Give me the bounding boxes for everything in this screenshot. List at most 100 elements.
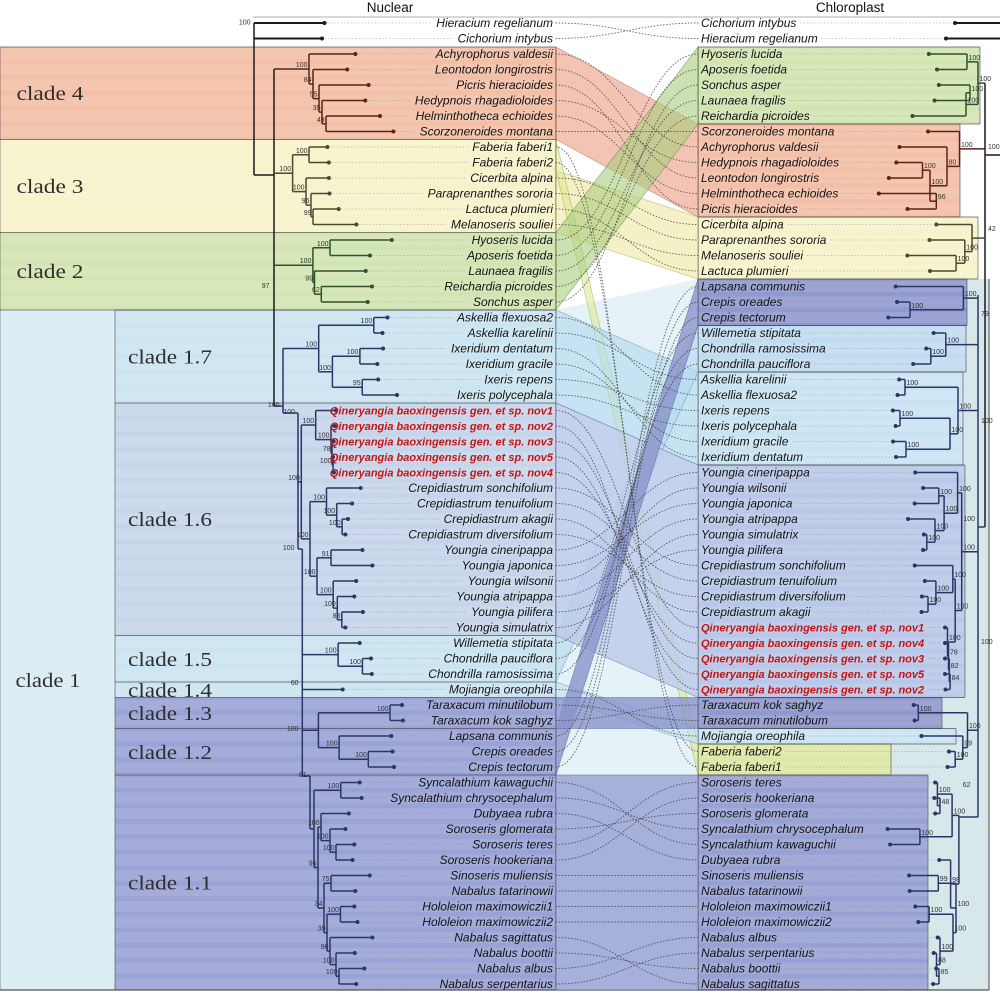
svg-text:Lapsana communis: Lapsana communis [701,280,805,294]
svg-text:Ixeridium dentatum: Ixeridium dentatum [701,450,803,464]
svg-text:100: 100 [972,86,984,93]
svg-text:49: 49 [317,117,325,124]
svg-text:79: 79 [981,311,989,318]
svg-text:Ixeris polycephala: Ixeris polycephala [457,388,553,402]
svg-text:Melanoseris souliei: Melanoseris souliei [701,249,803,263]
svg-text:Leontodon longirostris: Leontodon longirostris [435,63,553,77]
svg-text:100: 100 [958,256,970,263]
svg-text:clade 1.6: clade 1.6 [128,509,212,531]
svg-text:Ixeridium gracile: Ixeridium gracile [701,435,789,449]
svg-text:Qineryangia baoxingensis gen.: Qineryangia baoxingensis gen. et sp. nov… [701,669,925,681]
svg-text:Crepidiastrum sonchifolium: Crepidiastrum sonchifolium [408,481,553,495]
svg-text:Youngia simulatrix: Youngia simulatrix [701,528,799,542]
svg-text:Nabalus albus: Nabalus albus [477,962,553,976]
svg-text:100: 100 [323,958,335,965]
svg-text:100: 100 [902,411,914,418]
svg-text:Hyoseris lucida: Hyoseris lucida [472,233,554,247]
svg-text:82: 82 [951,663,959,670]
svg-text:96: 96 [309,861,317,868]
svg-text:Scorzoneroides montana: Scorzoneroides montana [420,125,554,139]
svg-text:88: 88 [938,958,946,965]
svg-text:Youngia japonica: Youngia japonica [701,497,793,511]
svg-text:100: 100 [355,752,367,759]
svg-text:Achyrophorus valdesii: Achyrophorus valdesii [700,140,819,154]
svg-text:Qineryangia baoxingensis gen.: Qineryangia baoxingensis gen. et sp. nov… [330,452,554,464]
svg-text:Crepidiastrum tenuifolium: Crepidiastrum tenuifolium [417,497,553,511]
svg-text:100: 100 [347,349,359,356]
svg-text:100: 100 [308,820,320,827]
svg-text:100: 100 [954,808,966,815]
svg-text:Paraprenanthes sororia: Paraprenanthes sororia [428,187,554,201]
svg-text:100: 100 [930,597,942,604]
svg-text:100: 100 [325,648,337,655]
svg-text:clade 1.7: clade 1.7 [128,347,212,369]
svg-text:Youngia simulatrix: Youngia simulatrix [456,621,554,635]
svg-text:99: 99 [305,276,313,283]
svg-text:95: 95 [353,380,361,387]
svg-text:Cichorium intybus: Cichorium intybus [458,32,553,46]
svg-text:Nabalus tatarinowii: Nabalus tatarinowii [701,884,803,898]
svg-text:100: 100 [328,783,340,790]
svg-text:100: 100 [319,365,331,372]
svg-text:100: 100 [306,342,318,349]
svg-text:Sinoseris muliensis: Sinoseris muliensis [450,869,553,883]
svg-text:clade 3: clade 3 [17,176,84,198]
svg-text:100: 100 [921,830,933,837]
svg-text:96: 96 [302,198,310,205]
svg-text:100: 100 [939,787,951,794]
svg-text:Taraxacum minutilobum: Taraxacum minutilobum [426,698,553,712]
svg-text:Taraxacum kok saghyz: Taraxacum kok saghyz [431,714,553,728]
svg-text:clade 1: clade 1 [16,670,81,692]
svg-text:100: 100 [317,834,329,841]
svg-text:Aposeris foetida: Aposeris foetida [700,63,787,77]
svg-text:Youngia pilifera: Youngia pilifera [471,605,553,619]
svg-text:100: 100 [326,969,338,976]
svg-text:Hyoseris lucida: Hyoseris lucida [701,47,783,61]
svg-text:100: 100 [279,166,291,173]
svg-text:Lactuca plumieri: Lactuca plumieri [701,264,789,278]
svg-text:clade 4: clade 4 [17,83,84,105]
svg-text:Syncalathium kawaguchii: Syncalathium kawaguchii [418,776,553,790]
svg-text:88: 88 [333,613,341,620]
svg-text:Dubyaea rubra: Dubyaea rubra [474,807,554,821]
svg-text:100: 100 [320,458,332,465]
svg-text:Nabalus boottii: Nabalus boottii [474,946,554,960]
svg-text:Youngia atripappa: Youngia atripappa [701,512,798,526]
svg-text:80: 80 [949,159,957,166]
svg-text:99: 99 [304,210,312,217]
svg-text:100: 100 [297,532,309,539]
svg-text:Nabalus sagittatus: Nabalus sagittatus [701,977,800,991]
svg-text:62: 62 [312,287,320,294]
svg-text:100: 100 [963,516,975,523]
svg-text:Lapsana communis: Lapsana communis [449,729,553,743]
svg-text:Chondrilla ramosissima: Chondrilla ramosissima [428,667,553,681]
svg-text:Sonchus asper: Sonchus asper [701,78,782,92]
svg-text:Crepidiastrum diversifolium: Crepidiastrum diversifolium [408,528,553,542]
svg-text:100: 100 [300,258,312,265]
svg-text:100: 100 [949,635,961,642]
svg-text:100: 100 [320,588,332,595]
svg-text:100: 100 [988,144,1000,151]
svg-text:Syncalathium chrysocephalum: Syncalathium chrysocephalum [390,791,553,805]
svg-text:96: 96 [321,944,329,951]
svg-text:Chloroplast: Chloroplast [816,0,885,15]
svg-text:Hololeion maximowiczii1: Hololeion maximowiczii1 [701,900,832,914]
svg-text:100: 100 [304,569,316,576]
svg-text:100: 100 [323,845,335,852]
svg-text:Picris hieracioides: Picris hieracioides [701,202,798,216]
svg-text:100: 100 [288,475,300,482]
svg-text:100: 100 [968,97,980,104]
svg-text:Chondrilla pauciflora: Chondrilla pauciflora [444,652,554,666]
svg-text:Scorzoneroides montana: Scorzoneroides montana [701,125,835,139]
svg-text:Aposeris foetida: Aposeris foetida [466,249,553,263]
svg-text:Crepidiastrum akagii: Crepidiastrum akagii [701,605,811,619]
svg-text:Youngia pilifera: Youngia pilifera [701,543,783,557]
svg-text:Syncalathium chrysocephalum: Syncalathium chrysocephalum [701,822,864,836]
svg-text:Hololeion maximowiczii2: Hololeion maximowiczii2 [701,915,832,929]
svg-text:75: 75 [322,876,330,883]
svg-text:Faberia faberi1: Faberia faberi1 [701,760,782,774]
svg-text:Hololeion maximowiczii1: Hololeion maximowiczii1 [422,900,553,914]
svg-text:clade 2: clade 2 [17,261,84,283]
svg-text:100: 100 [958,901,970,908]
svg-text:100: 100 [952,427,964,434]
